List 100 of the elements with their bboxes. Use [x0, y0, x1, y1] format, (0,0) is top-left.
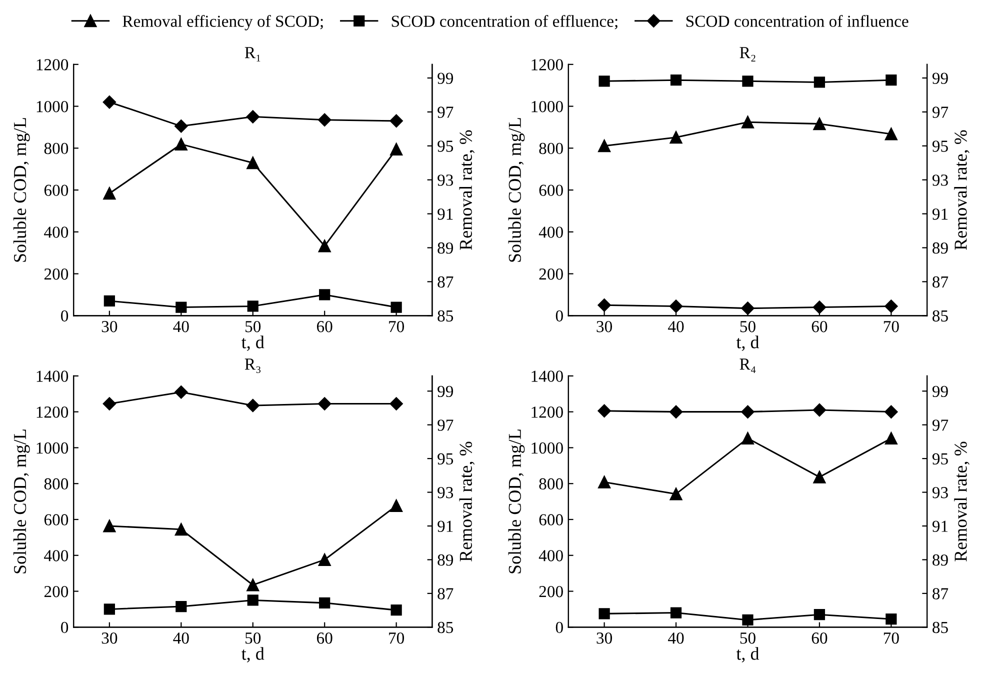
y-tick-label: 1400 [532, 370, 563, 382]
x-axis-title: t, d [736, 647, 760, 662]
y2-tick-label: 85 [438, 310, 454, 322]
point [670, 488, 682, 500]
y-tick-label: 1000 [36, 442, 68, 454]
point [390, 604, 402, 616]
y2-tick-label: 87 [438, 588, 454, 600]
y2-tick-label: 87 [932, 276, 948, 288]
x-tick-label: 70 [389, 632, 404, 644]
x-tick-label: 40 [668, 320, 684, 332]
point [318, 397, 332, 410]
point [246, 578, 260, 592]
y-axis-title: Soluble COD, mg/L [13, 430, 30, 574]
x-tick-label: 30 [596, 320, 612, 332]
point [884, 432, 898, 445]
point [742, 614, 754, 626]
x-tick-label: 60 [316, 320, 332, 332]
y2-tick-label: 95 [438, 453, 454, 464]
point [598, 76, 610, 87]
y-tick-label: 1000 [36, 100, 68, 112]
y2-tick-label: 93 [932, 174, 948, 186]
y2-tick-label: 91 [438, 520, 453, 532]
x-tick-label: 60 [812, 320, 828, 332]
y-tick-label: 800 [539, 478, 563, 490]
point [246, 110, 260, 124]
y-tick-label: 600 [539, 184, 563, 196]
point [319, 289, 330, 300]
y-tick-label: 600 [44, 514, 68, 526]
x-tick-label: 30 [102, 320, 118, 332]
y2-axis-title: Removal rate, % [459, 130, 475, 250]
x-tick-label: 70 [884, 320, 899, 332]
point [884, 405, 898, 418]
x-tick-label: 50 [246, 320, 261, 332]
y2-axis-title: Removal rate, % [954, 130, 970, 250]
y2-tick-label: 89 [932, 242, 948, 254]
x-axis-title: t, d [736, 336, 760, 351]
point [669, 405, 683, 418]
point [669, 300, 683, 313]
y-tick-label: 200 [44, 586, 68, 598]
legend-label: Removal efficiency of SCOD; [122, 15, 323, 30]
y2-tick-label: 97 [438, 106, 454, 118]
point [246, 398, 260, 412]
point [102, 96, 116, 109]
y2-tick-label: 97 [932, 420, 948, 431]
y2-tick-label: 93 [438, 487, 454, 498]
y-tick-label: 0 [61, 310, 68, 322]
x-tick-label: 50 [740, 632, 756, 644]
point [247, 594, 258, 606]
y2-tick-label: 89 [438, 242, 454, 254]
point [102, 397, 116, 410]
y2-tick-label: 97 [438, 420, 454, 431]
y-tick-label: 1200 [36, 406, 68, 418]
point [598, 476, 611, 488]
y-tick-label: 1000 [532, 442, 563, 454]
y-axis-title: Soluble COD, mg/L [508, 118, 525, 262]
point [742, 76, 754, 87]
y-tick-label: 1200 [532, 406, 563, 418]
x-tick-label: 70 [389, 320, 404, 332]
point [813, 470, 826, 484]
y2-axis-title: Removal rate, % [459, 442, 475, 562]
point [176, 302, 187, 313]
point [174, 120, 188, 133]
point [318, 240, 331, 252]
x-tick-label: 50 [246, 632, 261, 644]
point [886, 614, 897, 625]
y2-tick-label: 87 [932, 588, 948, 600]
y-tick-label: 600 [539, 514, 563, 526]
y-tick-label: 800 [44, 478, 68, 490]
x-tick-label: 70 [884, 632, 899, 644]
point [174, 138, 188, 150]
point [741, 116, 754, 128]
y-axis-title: Soluble COD, mg/L [508, 430, 525, 574]
chart-title: R₁ [244, 47, 260, 62]
point [741, 405, 754, 418]
y-tick-label: 400 [538, 550, 563, 562]
point [814, 609, 826, 620]
y-tick-label: 0 [556, 310, 563, 322]
point [319, 597, 330, 608]
point [884, 128, 898, 140]
x-tick-label: 50 [740, 320, 756, 332]
point [390, 397, 403, 410]
x-tick-label: 30 [102, 632, 118, 644]
x-tick-label: 40 [668, 632, 684, 644]
y2-tick-label: 93 [438, 174, 454, 186]
y-tick-label: 200 [44, 268, 68, 280]
point [670, 607, 682, 618]
y2-tick-label: 95 [932, 453, 948, 464]
x-tick-label: 40 [173, 632, 189, 644]
y-tick-label: 1000 [532, 100, 563, 112]
point [670, 131, 682, 144]
y2-tick-label: 99 [438, 72, 454, 84]
point [318, 553, 331, 566]
y-tick-label: 1200 [532, 59, 563, 70]
point [598, 404, 611, 418]
point [174, 523, 188, 536]
x-tick-label: 40 [173, 320, 189, 332]
y-tick-label: 400 [44, 226, 68, 238]
y2-tick-label: 85 [932, 622, 948, 634]
y-tick-label: 800 [44, 142, 68, 154]
y-tick-label: 0 [61, 622, 68, 634]
